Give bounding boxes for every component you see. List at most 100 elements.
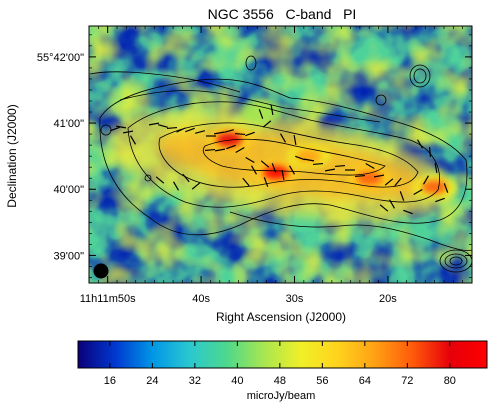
y-tick-label: 40'00" xyxy=(54,184,85,196)
x-tick-label: 30s xyxy=(286,293,304,305)
pol-vector-5 xyxy=(148,122,160,126)
x-tick-label: 11h11m50s xyxy=(80,293,136,305)
pol-vector-49 xyxy=(416,139,424,149)
emission-peak-2 xyxy=(253,160,298,185)
pol-vector-25 xyxy=(245,156,255,164)
contour-blob-e xyxy=(375,94,387,106)
pol-vector-22 xyxy=(214,148,226,152)
pol-vector-21 xyxy=(204,148,216,152)
pol-vector-23 xyxy=(226,144,236,150)
pol-vector-51 xyxy=(443,183,449,193)
contour-blob-se-inner xyxy=(444,253,468,269)
contour-blob-sw xyxy=(144,174,152,182)
pol-vector-10 xyxy=(195,130,205,134)
colorbar-tick-label: 56 xyxy=(316,375,328,387)
contour-blob-se-core xyxy=(449,256,463,266)
contour-north-ridge xyxy=(119,90,381,123)
pol-vector-52 xyxy=(182,173,190,183)
pol-vector-7 xyxy=(166,126,178,130)
pol-vector-13 xyxy=(224,129,234,133)
pol-vector-15 xyxy=(245,131,255,137)
pol-vector-35 xyxy=(334,164,346,168)
pol-vector-18 xyxy=(262,120,272,128)
pol-vector-6 xyxy=(158,124,168,128)
emission-peak-5 xyxy=(412,175,457,200)
pol-vector-9 xyxy=(185,127,195,133)
pol-vector-39 xyxy=(373,174,385,178)
y-axis: 55°42'00" 41'00" 40'00" 39'00" xyxy=(37,34,472,278)
chart-title: NGC 3556 C-band PI xyxy=(208,6,357,22)
pol-vector-8 xyxy=(176,127,186,133)
pol-vector-4 xyxy=(129,135,137,145)
map-panel xyxy=(89,26,472,283)
colorbar-tick-label: 48 xyxy=(274,375,286,387)
emission-peak-4 xyxy=(347,166,392,191)
pol-vector-42 xyxy=(399,191,405,201)
pol-vector-56 xyxy=(435,197,445,203)
pol-vector-3 xyxy=(122,130,134,134)
polarization-vectors xyxy=(110,104,449,215)
pol-vector-1 xyxy=(110,126,120,132)
contour-blob-ne-inner xyxy=(413,68,427,84)
pol-vector-54 xyxy=(172,181,180,191)
pol-vector-32 xyxy=(303,158,315,162)
pol-vector-58 xyxy=(242,177,250,187)
pol-vector-20 xyxy=(293,134,297,146)
emission-peak-3 xyxy=(286,144,331,169)
y-tick-label: 55°42'00" xyxy=(37,52,84,64)
contour-blob-se xyxy=(439,249,472,273)
colorbar-tick-label: 32 xyxy=(189,375,201,387)
pol-vector-29 xyxy=(281,169,285,181)
contour-core xyxy=(202,138,386,176)
x-tick-label: 40s xyxy=(192,293,210,305)
map-frame xyxy=(88,25,473,284)
contour-outer xyxy=(99,78,468,236)
colorbar-tick-label: 24 xyxy=(146,375,158,387)
pol-vector-33 xyxy=(312,162,324,166)
pol-vector-45 xyxy=(403,209,413,215)
pol-vector-28 xyxy=(271,163,277,173)
pol-vector-50 xyxy=(434,162,438,174)
pol-vector-27 xyxy=(260,160,270,168)
pol-vector-44 xyxy=(379,204,389,212)
pol-vector-19 xyxy=(279,133,287,143)
contours xyxy=(89,55,472,273)
colorbar-label: microJy/beam xyxy=(247,390,315,402)
colorbar-tick-label: 72 xyxy=(401,375,413,387)
beam-marker xyxy=(93,263,109,279)
colorbar-tick-label: 80 xyxy=(444,375,456,387)
pol-vector-40 xyxy=(384,178,394,186)
contour-north-arc xyxy=(89,71,241,93)
y-tick-label: 39'00" xyxy=(54,250,85,262)
pol-vector-53 xyxy=(191,182,201,190)
pol-vector-12 xyxy=(213,131,225,135)
y-tick-label: 41'00" xyxy=(54,118,85,130)
contour-mid xyxy=(127,101,440,208)
pol-vector-17 xyxy=(270,104,274,116)
pol-vector-47 xyxy=(422,175,430,185)
colorbar-ticks: 16 24 32 40 48 56 64 72 80 xyxy=(104,341,456,387)
contour-blob-ne xyxy=(409,64,431,88)
colorbar: 16 24 32 40 48 56 64 72 80 microJy/beam xyxy=(77,340,488,402)
pol-vector-14 xyxy=(234,132,246,136)
pol-vector-34 xyxy=(324,168,336,172)
pol-vector-16 xyxy=(258,109,264,119)
pol-vector-30 xyxy=(288,165,296,175)
x-axis-label: Right Ascension (J2000) xyxy=(216,310,346,324)
pol-vector-38 xyxy=(365,162,375,170)
pol-vector-26 xyxy=(250,165,258,175)
pol-vector-37 xyxy=(354,174,366,178)
pol-vector-31 xyxy=(295,155,305,161)
colorbar-tick-label: 40 xyxy=(231,375,243,387)
colorbar-gradient xyxy=(77,340,488,369)
colorbar-tick-label: 16 xyxy=(104,375,116,387)
pol-vector-57 xyxy=(263,177,269,187)
contour-south-arc xyxy=(229,211,472,251)
pol-vector-41 xyxy=(394,177,402,187)
colorbar-tick-label: 64 xyxy=(359,375,371,387)
pol-vector-46 xyxy=(413,188,423,196)
contour-blob-n xyxy=(245,55,257,71)
pol-vector-24 xyxy=(235,146,245,154)
pol-vector-55 xyxy=(155,176,165,184)
